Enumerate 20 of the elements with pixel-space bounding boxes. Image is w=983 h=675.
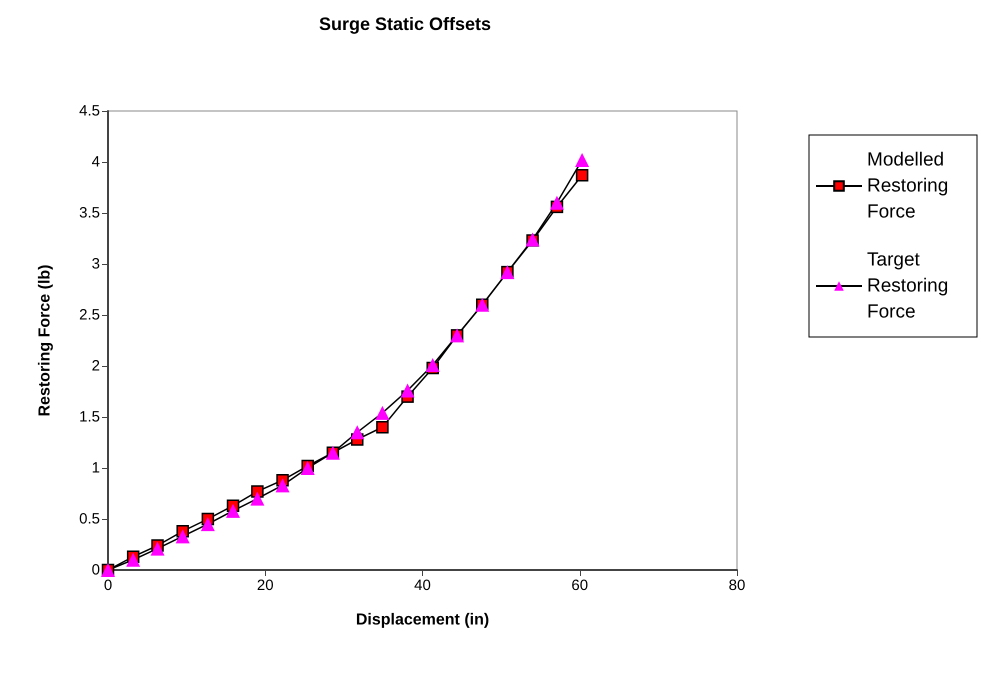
x-tick-label: 40 [414,577,431,594]
x-tick-label: 60 [571,577,588,594]
x-axis-title: Displacement (in) [356,612,490,628]
chart-title: Surge Static Offsets [318,14,492,34]
y-axis-title: Restoring Force (lb) [36,264,54,417]
y-tick-label: 0.5 [79,510,100,528]
y-tick-label: 2.5 [79,306,100,324]
y-tick-label: 2 [92,358,100,374]
y-tick-label: 1 [92,460,100,476]
y-tick-label: 0 [92,562,100,578]
y-tick-label: 4 [92,154,100,170]
legend-label: Target Restoring Force [867,250,954,322]
x-tick-label: 20 [256,577,274,594]
x-tick-label: 0 [104,577,112,594]
y-tick-label: 1.5 [79,408,100,426]
y-tick-label: 3.5 [79,204,100,222]
y-tick-label: 3 [92,256,100,272]
legend-label: Modelled Restoring Force [867,150,954,222]
y-tick-label: 4.5 [79,102,100,120]
x-tick-label: 80 [728,577,746,594]
